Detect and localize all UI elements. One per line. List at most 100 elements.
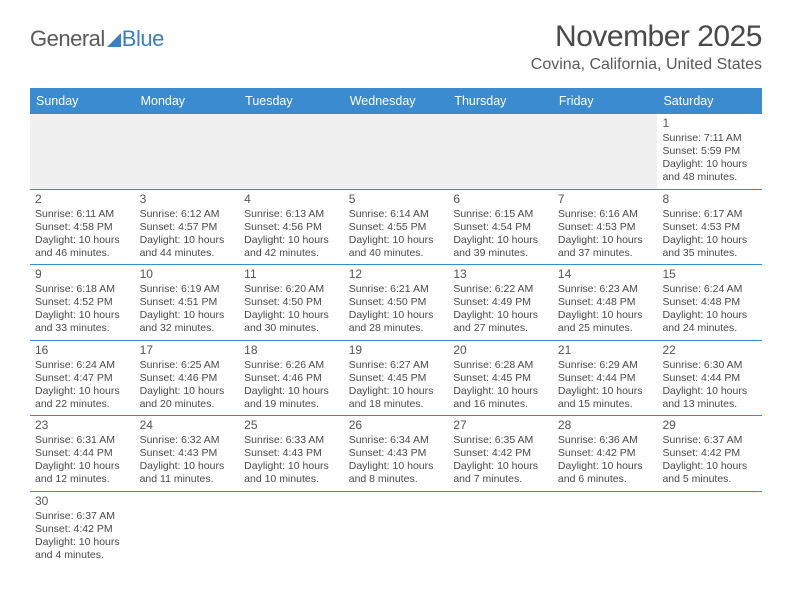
day-number: 26 [349,418,445,433]
sunset-line: Sunset: 4:48 PM [662,296,758,309]
weekday-mon: Monday [135,88,240,114]
day-cell: 4Sunrise: 6:13 AMSunset: 4:56 PMDaylight… [239,190,344,265]
day-cell: 11Sunrise: 6:20 AMSunset: 4:50 PMDayligh… [239,265,344,340]
daylight-line: and 25 minutes. [558,322,654,335]
sunset-line: Sunset: 4:43 PM [244,447,340,460]
daylight-line: and 27 minutes. [453,322,549,335]
sunrise-line: Sunrise: 6:15 AM [453,208,549,221]
day-number: 30 [35,494,131,509]
sunset-line: Sunset: 4:42 PM [453,447,549,460]
daylight-line: and 18 minutes. [349,398,445,411]
day-number: 5 [349,192,445,207]
day-number: 8 [662,192,758,207]
daylight-line: Daylight: 10 hours [349,385,445,398]
daylight-line: Daylight: 10 hours [558,234,654,247]
day-cell: 3Sunrise: 6:12 AMSunset: 4:57 PMDaylight… [135,190,240,265]
daylight-line: and 7 minutes. [453,473,549,486]
sunset-line: Sunset: 4:46 PM [140,372,236,385]
day-cell: 14Sunrise: 6:23 AMSunset: 4:48 PMDayligh… [553,265,658,340]
day-cell: 24Sunrise: 6:32 AMSunset: 4:43 PMDayligh… [135,416,240,491]
day-number: 9 [35,267,131,282]
daylight-line: Daylight: 10 hours [35,536,131,549]
daylight-line: Daylight: 10 hours [244,234,340,247]
daylight-line: and 40 minutes. [349,247,445,260]
daylight-line: and 16 minutes. [453,398,549,411]
sunset-line: Sunset: 4:55 PM [349,221,445,234]
week-row: 9Sunrise: 6:18 AMSunset: 4:52 PMDaylight… [30,265,762,341]
sunrise-line: Sunrise: 6:20 AM [244,283,340,296]
sunset-line: Sunset: 5:59 PM [662,145,758,158]
day-cell: 26Sunrise: 6:34 AMSunset: 4:43 PMDayligh… [344,416,449,491]
daylight-line: and 30 minutes. [244,322,340,335]
day-cell: 9Sunrise: 6:18 AMSunset: 4:52 PMDaylight… [30,265,135,340]
daylight-line: and 48 minutes. [662,171,758,184]
day-cell-empty [448,492,553,567]
day-cell: 29Sunrise: 6:37 AMSunset: 4:42 PMDayligh… [657,416,762,491]
day-number: 21 [558,343,654,358]
sunrise-line: Sunrise: 6:31 AM [35,434,131,447]
week-row: 30Sunrise: 6:37 AMSunset: 4:42 PMDayligh… [30,492,762,567]
day-cell: 15Sunrise: 6:24 AMSunset: 4:48 PMDayligh… [657,265,762,340]
day-number: 12 [349,267,445,282]
sunset-line: Sunset: 4:53 PM [558,221,654,234]
daylight-line: and 8 minutes. [349,473,445,486]
weeks: 1Sunrise: 7:11 AMSunset: 5:59 PMDaylight… [30,114,762,566]
daylight-line: Daylight: 10 hours [453,385,549,398]
header-right: November 2025 Covina, California, United… [531,20,762,74]
day-number: 27 [453,418,549,433]
day-cell: 30Sunrise: 6:37 AMSunset: 4:42 PMDayligh… [30,492,135,567]
sunset-line: Sunset: 4:54 PM [453,221,549,234]
week-row: 23Sunrise: 6:31 AMSunset: 4:44 PMDayligh… [30,416,762,492]
day-cell-empty [135,492,240,567]
sunrise-line: Sunrise: 6:19 AM [140,283,236,296]
day-number: 10 [140,267,236,282]
daylight-line: Daylight: 10 hours [140,309,236,322]
sunrise-line: Sunrise: 6:33 AM [244,434,340,447]
sunset-line: Sunset: 4:42 PM [662,447,758,460]
daylight-line: Daylight: 10 hours [244,460,340,473]
daylight-line: Daylight: 10 hours [35,460,131,473]
day-cell-empty [344,492,449,567]
sunset-line: Sunset: 4:50 PM [349,296,445,309]
day-number: 29 [662,418,758,433]
daylight-line: Daylight: 10 hours [662,309,758,322]
day-cell: 13Sunrise: 6:22 AMSunset: 4:49 PMDayligh… [448,265,553,340]
day-number: 23 [35,418,131,433]
sunrise-line: Sunrise: 6:35 AM [453,434,549,447]
daylight-line: and 10 minutes. [244,473,340,486]
daylight-line: and 22 minutes. [35,398,131,411]
sunrise-line: Sunrise: 6:26 AM [244,359,340,372]
day-cell: 8Sunrise: 6:17 AMSunset: 4:53 PMDaylight… [657,190,762,265]
daylight-line: Daylight: 10 hours [140,460,236,473]
daylight-line: and 13 minutes. [662,398,758,411]
sunset-line: Sunset: 4:42 PM [35,523,131,536]
day-number: 20 [453,343,549,358]
daylight-line: Daylight: 10 hours [558,309,654,322]
sunset-line: Sunset: 4:45 PM [349,372,445,385]
day-cell: 23Sunrise: 6:31 AMSunset: 4:44 PMDayligh… [30,416,135,491]
sunset-line: Sunset: 4:45 PM [453,372,549,385]
week-row: 1Sunrise: 7:11 AMSunset: 5:59 PMDaylight… [30,114,762,190]
day-number: 19 [349,343,445,358]
day-cell: 27Sunrise: 6:35 AMSunset: 4:42 PMDayligh… [448,416,553,491]
day-cell-empty [553,492,658,567]
sunrise-line: Sunrise: 6:37 AM [662,434,758,447]
sunrise-line: Sunrise: 6:37 AM [35,510,131,523]
daylight-line: Daylight: 10 hours [349,460,445,473]
daylight-line: and 12 minutes. [35,473,131,486]
daylight-line: and 6 minutes. [558,473,654,486]
day-cell: 16Sunrise: 6:24 AMSunset: 4:47 PMDayligh… [30,341,135,416]
daylight-line: and 24 minutes. [662,322,758,335]
daylight-line: Daylight: 10 hours [453,234,549,247]
daylight-line: and 37 minutes. [558,247,654,260]
day-cell: 1Sunrise: 7:11 AMSunset: 5:59 PMDaylight… [657,114,762,189]
day-cell-empty [239,114,344,189]
day-number: 16 [35,343,131,358]
day-cell-empty [30,114,135,189]
day-cell-empty [344,114,449,189]
sunset-line: Sunset: 4:58 PM [35,221,131,234]
weekday-thu: Thursday [448,88,553,114]
sunset-line: Sunset: 4:50 PM [244,296,340,309]
logo: GeneralBlue [30,20,164,52]
sunrise-line: Sunrise: 6:13 AM [244,208,340,221]
